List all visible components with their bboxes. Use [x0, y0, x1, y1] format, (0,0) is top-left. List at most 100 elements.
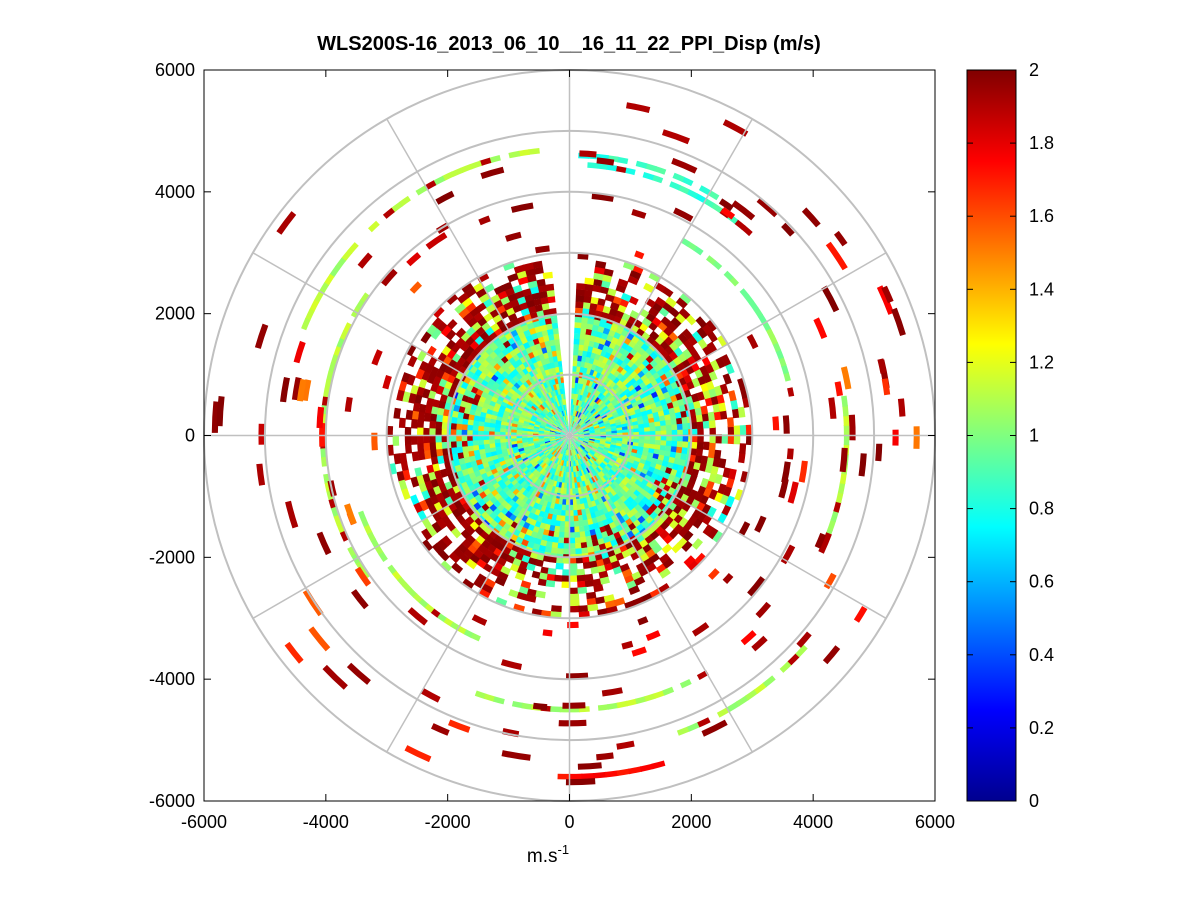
- heat-cell: [603, 322, 613, 330]
- heat-cell: [621, 443, 628, 448]
- heat-cell: [573, 410, 577, 417]
- heat-cell: [521, 408, 529, 415]
- heat-cell: [658, 414, 666, 422]
- heat-cell: [617, 278, 629, 288]
- heat-cell: [719, 383, 729, 395]
- heat-cell: [469, 455, 477, 463]
- colorbar-axis: 00.20.40.60.811.21.41.61.82: [967, 60, 1054, 811]
- heat-cell: [796, 631, 812, 648]
- heat-cell: [428, 471, 437, 482]
- heat-cell: [599, 427, 606, 431]
- heat-cell: [553, 444, 559, 450]
- heat-cell: [543, 437, 550, 440]
- heat-cell: [598, 373, 605, 381]
- heat-cell: [524, 404, 532, 410]
- heat-cell: [577, 411, 582, 418]
- heat-cell: [532, 429, 539, 433]
- heat-cell: [441, 535, 453, 547]
- heat-cell: [551, 542, 559, 549]
- heat-cell: [521, 374, 529, 382]
- heat-cell: [276, 211, 297, 235]
- heat-cell: [578, 430, 584, 434]
- heat-cell: [590, 329, 598, 337]
- heat-cell: [562, 702, 586, 709]
- heat-cell: [441, 387, 451, 397]
- heat-cell: [610, 301, 620, 311]
- heat-cell: [551, 514, 558, 521]
- heat-cell: [321, 456, 328, 467]
- heat-cell: [702, 419, 710, 429]
- heat-cell: [456, 392, 464, 402]
- heat-cell: [508, 388, 516, 396]
- heat-cell: [583, 456, 589, 462]
- heat-cell: [622, 429, 629, 433]
- heat-cell: [429, 449, 438, 459]
- heat-cell: [544, 450, 550, 456]
- heat-cell: [592, 578, 603, 587]
- heat-cell: [602, 474, 610, 482]
- y-tick-label: 0: [185, 426, 195, 446]
- heat-cell: [657, 583, 671, 594]
- heat-cell: [308, 626, 331, 652]
- heat-cell: [511, 479, 519, 487]
- heat-cell: [656, 458, 664, 466]
- heat-cell: [601, 468, 608, 476]
- heat-cell: [814, 532, 826, 549]
- heat-cell: [798, 460, 808, 483]
- heat-cell: [518, 493, 526, 502]
- heat-cell: [676, 422, 683, 430]
- heat-cell: [557, 440, 563, 445]
- heat-cell: [539, 442, 546, 446]
- heat-cell: [593, 771, 607, 779]
- heat-cell: [576, 426, 582, 431]
- heat-cell: [591, 456, 597, 462]
- heat-cell: [456, 417, 463, 425]
- heat-cell: [629, 387, 638, 395]
- heat-cell: [561, 460, 565, 467]
- heat-cell: [374, 545, 384, 556]
- heat-cell: [429, 420, 437, 430]
- heat-cell: [573, 432, 579, 435]
- heat-cell: [616, 440, 623, 444]
- heat-cell: [603, 467, 610, 474]
- heat-cell: [593, 544, 602, 552]
- heat-cell: [602, 450, 609, 455]
- heat-cell: [402, 391, 411, 403]
- heat-cell: [575, 442, 580, 448]
- heat-cell: [418, 598, 429, 609]
- heat-cell: [633, 427, 640, 433]
- y-tick-label: 4000: [155, 182, 195, 202]
- heat-cell: [550, 409, 556, 415]
- heat-cell: [665, 418, 672, 426]
- heat-cell: [508, 150, 521, 159]
- heat-cell: [534, 538, 543, 546]
- heat-cell: [429, 428, 436, 437]
- heat-cell: [572, 488, 576, 495]
- heat-cell: [574, 423, 579, 429]
- heat-cell: [535, 448, 542, 453]
- heat-cell: [536, 458, 543, 464]
- heat-cell: [555, 419, 561, 425]
- heat-cell: [473, 449, 481, 457]
- heat-cell: [592, 454, 599, 461]
- heat-cell: [597, 472, 604, 479]
- heat-cell: [526, 541, 536, 549]
- heat-cell: [586, 385, 592, 393]
- heat-cell: [533, 394, 540, 401]
- heat-cell: [548, 530, 555, 537]
- heat-cell: [459, 463, 468, 472]
- heat-cell: [531, 495, 539, 503]
- heat-cell: [547, 420, 554, 425]
- heat-cell: [634, 250, 645, 260]
- heat-cell: [666, 429, 673, 436]
- heat-cell: [565, 444, 568, 451]
- heat-cell: [555, 430, 561, 434]
- heat-cell: [661, 459, 669, 468]
- heat-cell: [546, 459, 552, 466]
- heat-cell: [839, 472, 847, 485]
- heat-cell: [570, 439, 573, 445]
- heat-cell: [399, 452, 408, 464]
- heat-cell: [404, 435, 412, 446]
- heat-cell: [538, 452, 545, 458]
- heat-cell: [614, 385, 622, 393]
